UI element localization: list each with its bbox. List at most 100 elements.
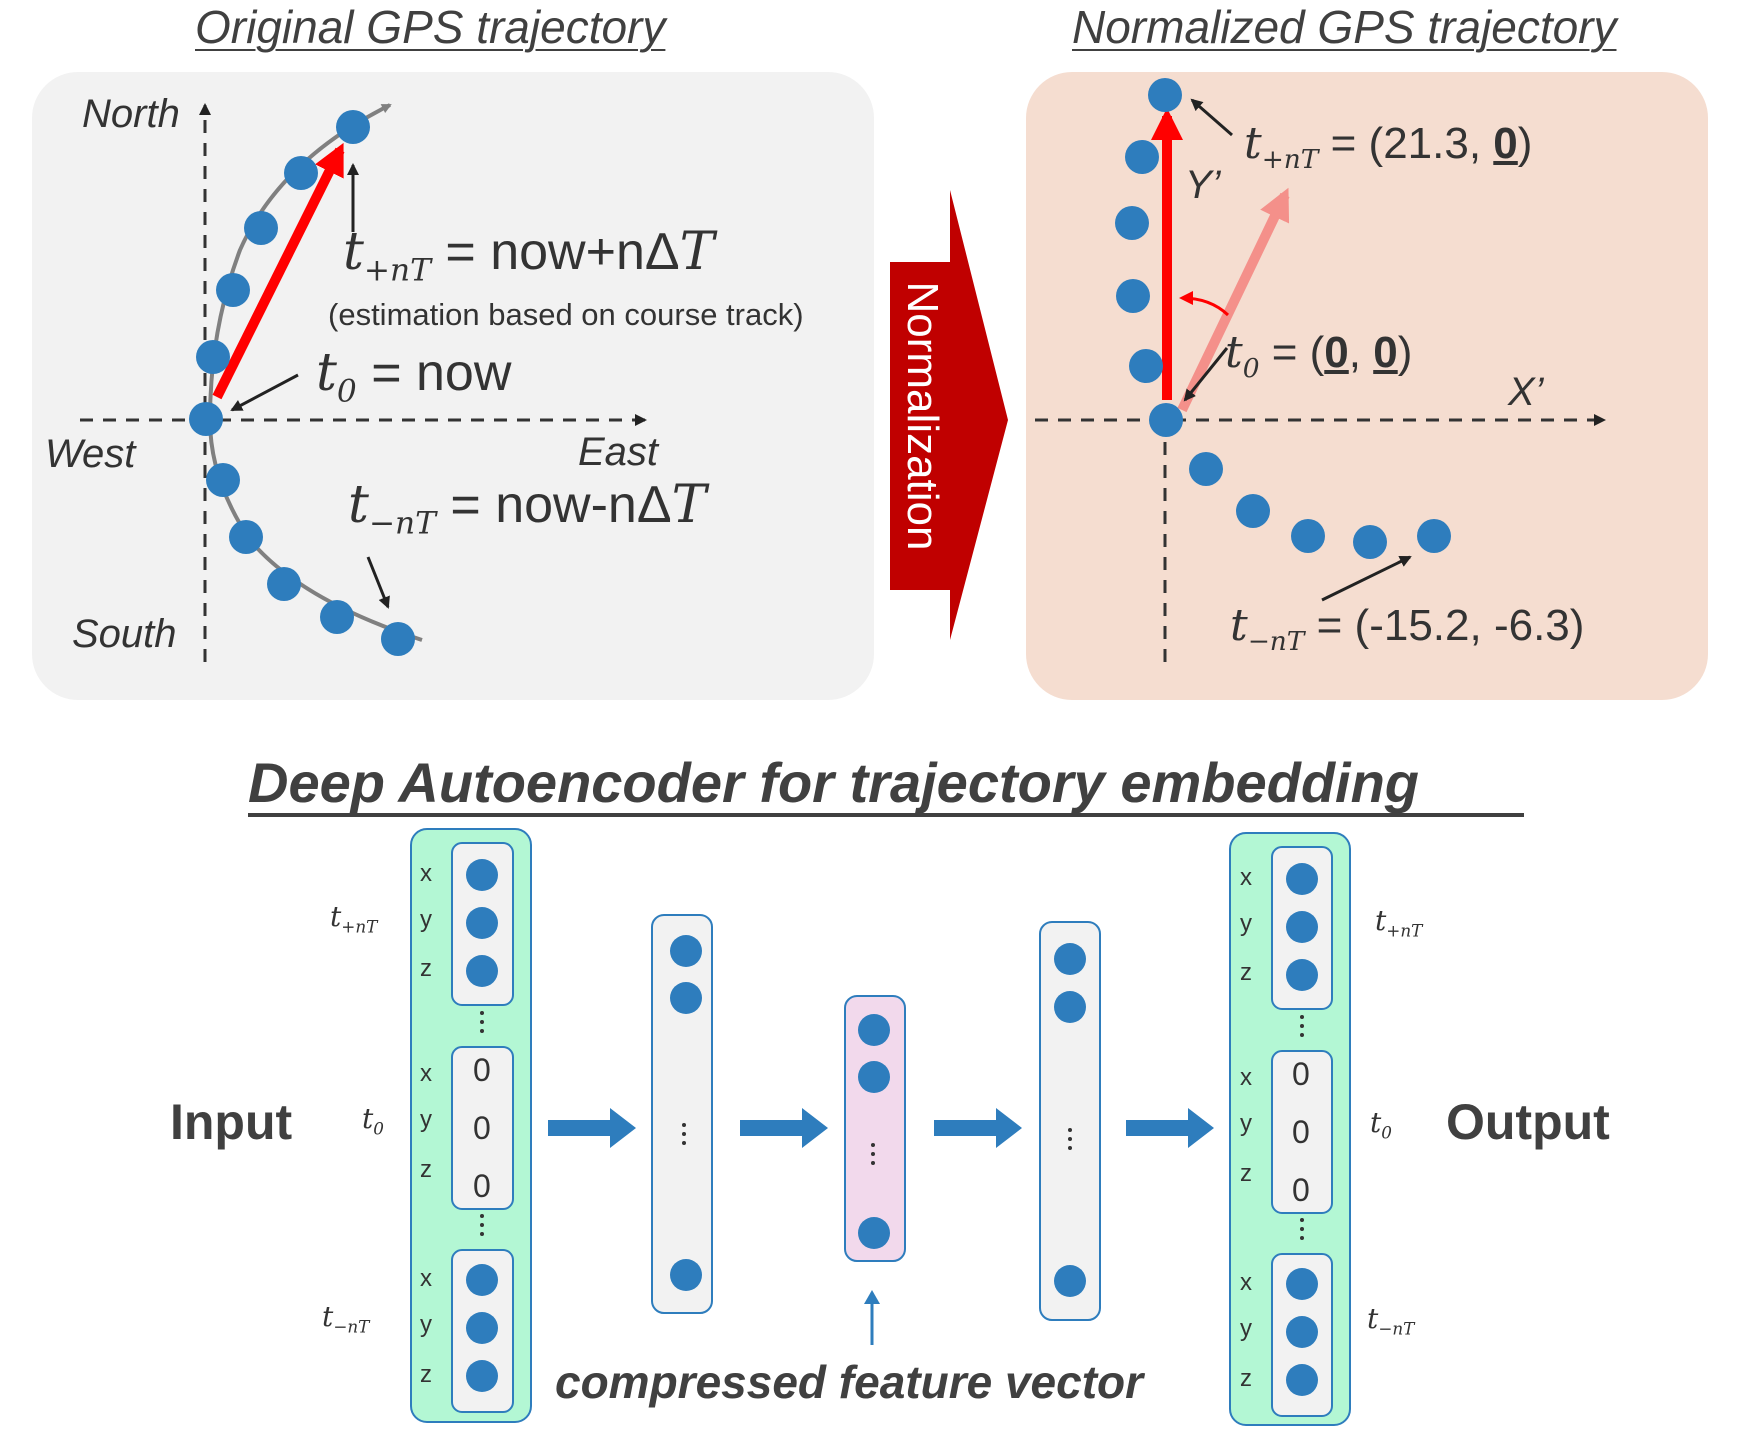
t0-sub: 0 — [1242, 352, 1260, 384]
output-zero-z: 0 — [1292, 1172, 1310, 1208]
t0-equation: t0 = now — [316, 343, 511, 409]
t-minus-text: = now-nΔ — [435, 476, 672, 534]
normalized-trajectory-title: Normalized GPS trajectory — [1072, 1, 1617, 53]
output-z-0: z — [1240, 1160, 1252, 1187]
estimation-arrow — [212, 142, 345, 400]
original-trajectory-panel — [32, 72, 874, 700]
output-t0-label: t0 — [1370, 1106, 1392, 1143]
trajectory-point — [1236, 494, 1270, 528]
input-group-t0 — [451, 1046, 514, 1210]
t-minus-pointer — [366, 556, 390, 609]
west-label: West — [45, 432, 136, 476]
output-zero-y: 0 — [1292, 1114, 1310, 1150]
x-prime-label: X’ — [1508, 370, 1544, 414]
trajectory-point — [229, 520, 263, 554]
t0-text: = now — [356, 344, 512, 402]
t0-pointer — [230, 373, 299, 412]
input-z-plus: z — [420, 955, 432, 982]
output-label: Output — [1446, 1094, 1610, 1150]
trajectory-point — [336, 110, 370, 144]
original-trajectory-title: Original GPS trajectory — [195, 1, 666, 53]
t-plus-sub: +nT — [363, 252, 431, 289]
y-prime-label: Y’ — [1185, 163, 1221, 207]
right-axes — [1035, 414, 1606, 662]
t-minus-var: t — [348, 475, 369, 535]
t0-pointer-right — [1183, 347, 1229, 402]
rotation-arc — [1179, 291, 1230, 317]
t-minus-sub: −nT — [368, 505, 436, 542]
t-minus-equation: t−nT = now-nΔT — [348, 475, 706, 541]
bottleneck-pointer-head — [864, 1290, 880, 1304]
output-z-minus: z — [1240, 1365, 1252, 1392]
t0-zero-y: 0 — [1373, 328, 1398, 377]
output-group-t0 — [1271, 1050, 1333, 1214]
trajectory-point — [1291, 519, 1325, 553]
trajectory-point — [1189, 452, 1223, 486]
node — [466, 955, 498, 987]
original-trajectory-points — [189, 110, 415, 656]
node — [670, 982, 702, 1014]
output-x-0: x — [1240, 1064, 1252, 1091]
input-y-0: y — [420, 1106, 432, 1133]
node — [1286, 1316, 1318, 1348]
node — [1286, 1364, 1318, 1396]
t-minus-text: = (-15.2, -6.3) — [1304, 601, 1585, 650]
trajectory-point — [1125, 140, 1159, 174]
t0-zero-x: 0 — [1324, 328, 1349, 377]
t-minus-sub: −nT — [1247, 625, 1305, 657]
trajectory-point — [1129, 349, 1163, 383]
flow-arrow — [934, 1108, 1022, 1148]
t0-normalized: t0 = (0, 0) — [1225, 327, 1412, 384]
node — [466, 1360, 498, 1392]
node — [1054, 991, 1086, 1023]
normalization-arrow — [890, 190, 1008, 640]
output-y-minus: y — [1240, 1315, 1252, 1342]
node — [1286, 959, 1318, 991]
network-nodes — [466, 859, 1318, 1396]
t0-var: t — [1225, 327, 1243, 378]
t0-mid: , — [1348, 328, 1374, 377]
node — [1286, 1268, 1318, 1300]
encoder-hidden-layer — [651, 914, 713, 1314]
trajectory-point — [381, 622, 415, 656]
t-minus-var: t — [1230, 600, 1248, 651]
bottleneck-layer — [844, 995, 906, 1262]
t-plus-pre: = (21.3, — [1318, 119, 1494, 168]
input-z-minus: z — [420, 1361, 432, 1388]
original-direction-arrow — [1177, 187, 1290, 413]
trajectory-point-origin — [1149, 403, 1183, 437]
north-label: North — [82, 92, 180, 136]
output-z-plus: z — [1240, 959, 1252, 986]
t-plus-zero: 0 — [1493, 119, 1518, 168]
t-plus-post: ) — [1517, 119, 1533, 168]
trajectory-point — [1148, 78, 1182, 112]
node — [466, 1312, 498, 1344]
node — [1286, 911, 1318, 943]
normalized-trajectory-points — [1115, 78, 1451, 559]
input-zero-y: 0 — [473, 1110, 491, 1146]
t-minus-T: T — [671, 475, 707, 535]
trajectory-point — [244, 211, 278, 245]
t0-sub: 0 — [336, 373, 357, 410]
trajectory-point — [1417, 519, 1451, 553]
t0-var: t — [316, 343, 337, 403]
flow-arrow — [1126, 1108, 1214, 1148]
input-x-plus: x — [420, 860, 432, 887]
node — [466, 1264, 498, 1296]
output-y-plus: y — [1240, 910, 1252, 937]
input-label: Input — [170, 1094, 293, 1150]
input-x-minus: x — [420, 1265, 432, 1292]
flow-arrows — [548, 1108, 1214, 1148]
estimation-note: (estimation based on course track) — [328, 297, 804, 332]
t-plus-sub: +nT — [1261, 143, 1319, 175]
node — [466, 907, 498, 939]
decoder-hidden-layer — [1039, 921, 1101, 1321]
input-zero-z: 0 — [473, 1168, 491, 1204]
trajectory-point — [1116, 279, 1150, 313]
node — [1054, 1265, 1086, 1297]
t-plus-normalized: t+nT = (21.3, 0) — [1244, 118, 1532, 175]
input-zero-x: 0 — [473, 1052, 491, 1088]
output-y-0: y — [1240, 1110, 1252, 1137]
node — [858, 1014, 890, 1046]
t-plus-T: T — [679, 222, 715, 282]
